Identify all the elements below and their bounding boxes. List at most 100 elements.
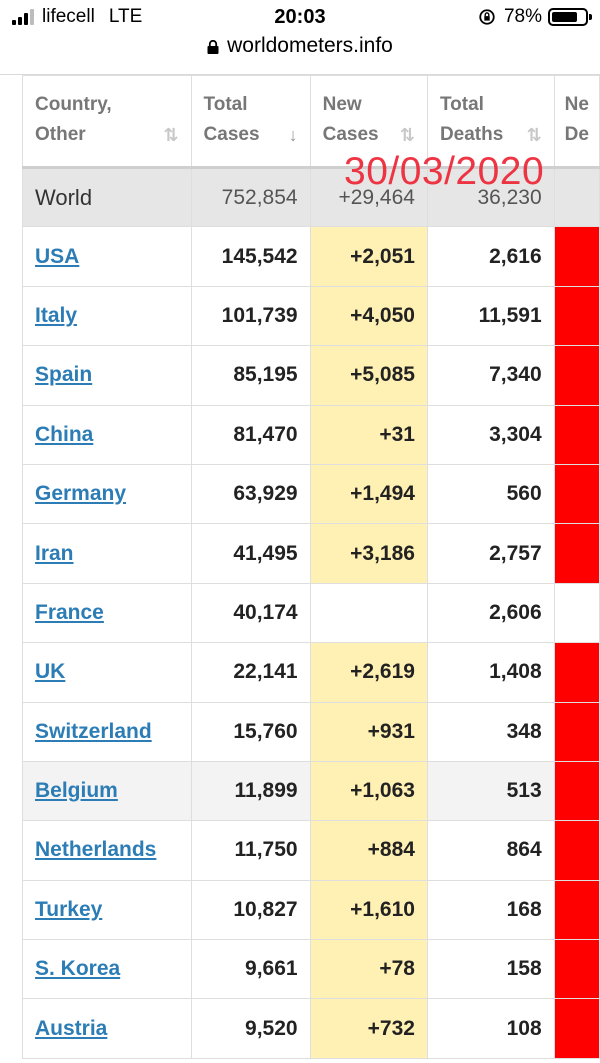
column-header-new-cases[interactable]: New Cases ⇅: [309, 75, 428, 168]
total-cases-cell: 145,542: [190, 226, 311, 287]
total-deaths-cell: 108: [426, 998, 555, 1059]
country-link[interactable]: Italy: [35, 303, 78, 327]
new-deaths-cell: [553, 701, 600, 762]
header-label-line2: Cases: [203, 124, 260, 145]
sort-icon[interactable]: ⇅: [526, 125, 542, 145]
new-deaths-cell: [553, 523, 600, 584]
country-cell: Switzerland: [22, 701, 192, 762]
country-cell: Italy: [22, 285, 192, 347]
table-row: Spain 85,195 +5,085 7,340: [22, 345, 600, 406]
new-cases-cell: +78: [309, 939, 428, 1000]
table-row: S. Korea 9,661 +78 158: [22, 939, 600, 1000]
country-cell: China: [22, 404, 192, 465]
total-deaths-cell: 11,591: [426, 285, 555, 347]
table-row: Iran 41,495 +3,186 2,757: [22, 523, 600, 584]
world-total-cases: 752,854: [190, 166, 311, 228]
world-label: World: [22, 166, 192, 228]
header-label-line1: Ne: [564, 94, 589, 115]
country-link[interactable]: Netherlands: [35, 838, 157, 862]
header-label-line1: Country,: [35, 94, 112, 115]
new-deaths-cell: [553, 463, 600, 525]
country-link[interactable]: Spain: [35, 363, 93, 387]
world-total-deaths: 36,230: [426, 166, 555, 228]
table-row: Austria 9,520 +732 108: [22, 998, 600, 1059]
header-label-line2: Cases: [322, 124, 379, 145]
header-label-line2: Other: [35, 124, 86, 145]
total-deaths-cell: 168: [426, 879, 555, 941]
total-cases-cell: 63,929: [190, 463, 311, 525]
new-cases-cell: +1,610: [309, 879, 428, 941]
country-link[interactable]: Turkey: [35, 897, 103, 921]
carrier-name: lifecell: [42, 6, 95, 27]
coronavirus-table: Country, Other ⇅ Total Cases ↓ New Cases…: [22, 75, 600, 1059]
header-label-line2: Deaths: [439, 124, 504, 145]
total-cases-cell: 22,141: [190, 642, 311, 703]
coronavirus-table-container[interactable]: Country, Other ⇅ Total Cases ↓ New Cases…: [22, 75, 600, 1059]
table-row: China 81,470 +31 3,304: [22, 404, 600, 465]
url-bar[interactable]: worldometers.info: [0, 34, 600, 72]
column-header-country[interactable]: Country, Other ⇅: [22, 75, 192, 168]
network-type: LTE: [108, 6, 143, 27]
new-cases-cell: +732: [309, 998, 428, 1059]
new-deaths-cell: [553, 642, 600, 703]
total-deaths-cell: 1,408: [426, 642, 555, 703]
new-cases-cell: +931: [309, 701, 428, 762]
new-deaths-cell: [553, 879, 600, 941]
table-header-row: Country, Other ⇅ Total Cases ↓ New Cases…: [22, 75, 600, 168]
country-link[interactable]: Austria: [35, 1016, 108, 1040]
total-deaths-cell: 2,606: [426, 582, 555, 644]
country-link[interactable]: USA: [35, 244, 80, 268]
sort-icon[interactable]: ⇅: [163, 125, 179, 145]
new-cases-cell: +2,051: [309, 226, 428, 287]
rotation-lock-icon: [479, 9, 495, 25]
column-header-new-deaths[interactable]: Ne De: [553, 75, 600, 168]
country-cell: USA: [22, 226, 192, 287]
sort-icon[interactable]: ⇅: [399, 125, 415, 145]
new-deaths-cell: [553, 404, 600, 465]
total-cases-cell: 9,661: [190, 939, 311, 1000]
date-overlay: 30/03/2020: [344, 150, 545, 193]
country-link[interactable]: Iran: [35, 541, 74, 565]
total-cases-cell: 40,174: [190, 582, 311, 644]
header-label-line1: Total: [439, 94, 484, 115]
country-link[interactable]: Switzerland: [35, 719, 152, 743]
header-label-line1: New: [322, 94, 362, 115]
country-cell: Netherlands: [22, 820, 192, 881]
country-link[interactable]: UK: [35, 660, 66, 684]
battery-percent: 78%: [503, 6, 542, 27]
country-cell: S. Korea: [22, 939, 192, 1000]
total-cases-cell: 85,195: [190, 345, 311, 406]
new-cases-cell: +884: [309, 820, 428, 881]
total-cases-cell: 81,470: [190, 404, 311, 465]
total-cases-cell: 11,750: [190, 820, 311, 881]
padlock-icon: [207, 40, 219, 54]
table-row: Switzerland 15,760 +931 348: [22, 701, 600, 762]
country-cell: Spain: [22, 345, 192, 406]
total-deaths-cell: 2,616: [426, 226, 555, 287]
country-link[interactable]: China: [35, 422, 94, 446]
new-deaths-cell: [553, 285, 600, 347]
new-deaths-cell: [553, 998, 600, 1059]
sort-desc-icon[interactable]: ↓: [288, 125, 298, 145]
new-cases-cell: +1,494: [309, 463, 428, 525]
country-link[interactable]: Belgium: [35, 779, 118, 803]
country-link[interactable]: France: [35, 600, 104, 624]
new-deaths-cell: [553, 226, 600, 287]
new-deaths-cell: [553, 345, 600, 406]
new-deaths-cell: [553, 760, 600, 822]
country-cell: Turkey: [22, 879, 192, 941]
new-cases-cell: +1,063: [309, 760, 428, 822]
new-deaths-cell: [553, 939, 600, 1000]
country-link[interactable]: Germany: [35, 482, 127, 506]
status-right: 78%: [478, 6, 592, 28]
url-domain: worldometers.info: [227, 34, 393, 57]
country-cell: Germany: [22, 463, 192, 525]
total-deaths-cell: 348: [426, 701, 555, 762]
table-row: Germany 63,929 +1,494 560: [22, 463, 600, 525]
country-link[interactable]: S. Korea: [35, 957, 121, 981]
battery-icon: [548, 8, 592, 26]
column-header-total-deaths[interactable]: Total Deaths ⇅: [426, 75, 555, 168]
total-cases-cell: 15,760: [190, 701, 311, 762]
column-header-total-cases[interactable]: Total Cases ↓: [190, 75, 311, 168]
total-deaths-cell: 3,304: [426, 404, 555, 465]
